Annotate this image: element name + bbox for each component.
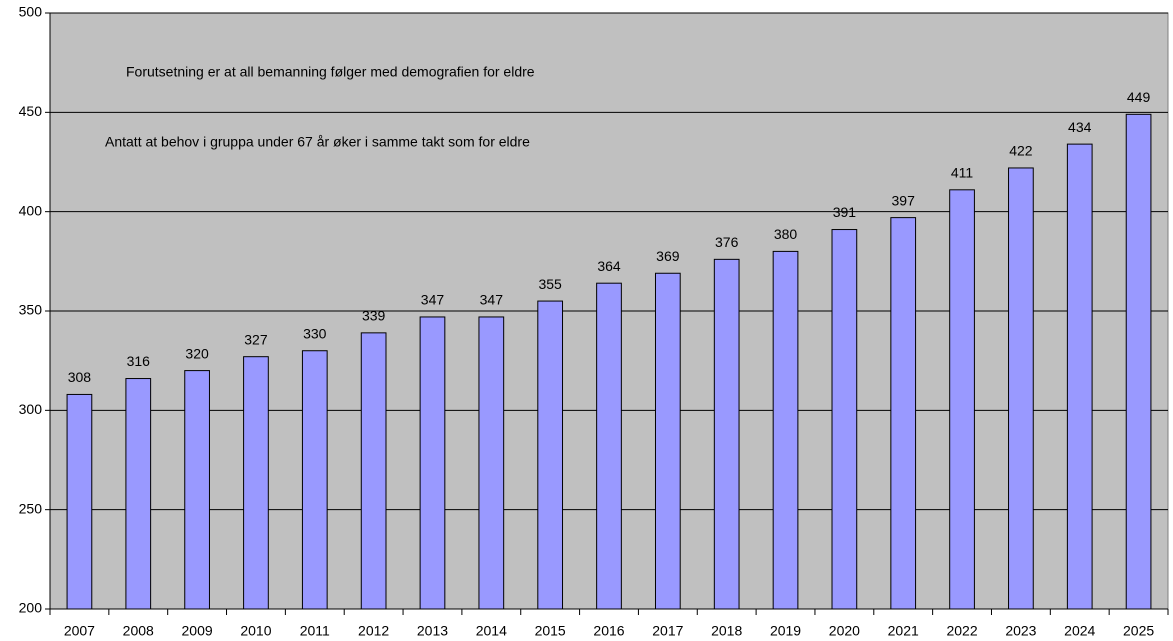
y-tick-label: 400 [19, 202, 43, 218]
x-tick-label: 2018 [711, 623, 742, 639]
data-label: 422 [1009, 143, 1033, 159]
bar [419, 316, 446, 610]
data-label: 347 [480, 292, 504, 308]
data-label: 364 [597, 258, 621, 274]
data-label: 391 [833, 204, 857, 220]
bar [184, 370, 210, 610]
data-label: 434 [1068, 119, 1092, 135]
x-tick-label: 2013 [417, 623, 448, 639]
x-tick-label: 2019 [770, 623, 801, 639]
data-label: 376 [715, 234, 739, 250]
x-tick-label: 2015 [535, 623, 566, 639]
y-tick-label: 350 [19, 302, 43, 318]
bar [478, 316, 505, 610]
bar [537, 300, 564, 610]
x-tick-label: 2011 [300, 623, 330, 639]
bar [713, 258, 740, 610]
bar [243, 356, 269, 610]
x-tick-label: 2007 [64, 623, 95, 639]
y-tick-label: 200 [19, 600, 43, 616]
data-label: 369 [656, 248, 680, 264]
x-tick-label: 2024 [1064, 623, 1095, 639]
data-label: 339 [362, 308, 386, 324]
x-tick-label: 2008 [123, 623, 154, 639]
annotation: Forutsetning er at all bemanning følger … [126, 64, 535, 80]
x-tick-label: 2017 [652, 623, 683, 639]
bar [360, 332, 387, 610]
bar [1125, 113, 1152, 610]
data-label: 347 [421, 292, 445, 308]
data-label: 355 [538, 276, 562, 292]
bar [831, 229, 858, 610]
data-label: 308 [68, 369, 92, 385]
bar [949, 189, 975, 610]
x-tick-label: 2023 [1005, 623, 1036, 639]
bar [1066, 143, 1093, 610]
bar [890, 217, 917, 610]
data-label: 380 [774, 226, 798, 242]
data-label: 449 [1127, 89, 1151, 105]
data-label: 330 [303, 325, 327, 341]
annotation: Antatt at behov i gruppa under 67 år øke… [105, 134, 530, 150]
data-label: 411 [951, 165, 974, 181]
x-tick-label: 2025 [1123, 623, 1154, 639]
x-tick-label: 2010 [240, 623, 271, 639]
x-tick-label: 2012 [358, 623, 389, 639]
y-tick-label: 450 [19, 103, 43, 119]
bar [125, 378, 152, 610]
bar [654, 272, 681, 610]
bar [1008, 167, 1034, 610]
data-label: 316 [127, 353, 151, 369]
x-tick-label: 2014 [476, 623, 507, 639]
bar [301, 350, 328, 610]
data-label: 320 [185, 345, 209, 361]
bar [596, 282, 622, 610]
data-label: 327 [244, 331, 268, 347]
data-label: 397 [892, 192, 916, 208]
x-tick-label: 2009 [182, 623, 213, 639]
x-tick-label: 2016 [593, 623, 624, 639]
x-tick-label: 2021 [888, 623, 919, 639]
y-tick-label: 500 [19, 4, 43, 20]
y-tick-label: 250 [19, 500, 43, 516]
x-tick-label: 2022 [946, 623, 977, 639]
y-tick-label: 300 [19, 401, 43, 417]
x-tick-label: 2020 [829, 623, 860, 639]
bar [772, 250, 799, 610]
bar [66, 393, 93, 610]
